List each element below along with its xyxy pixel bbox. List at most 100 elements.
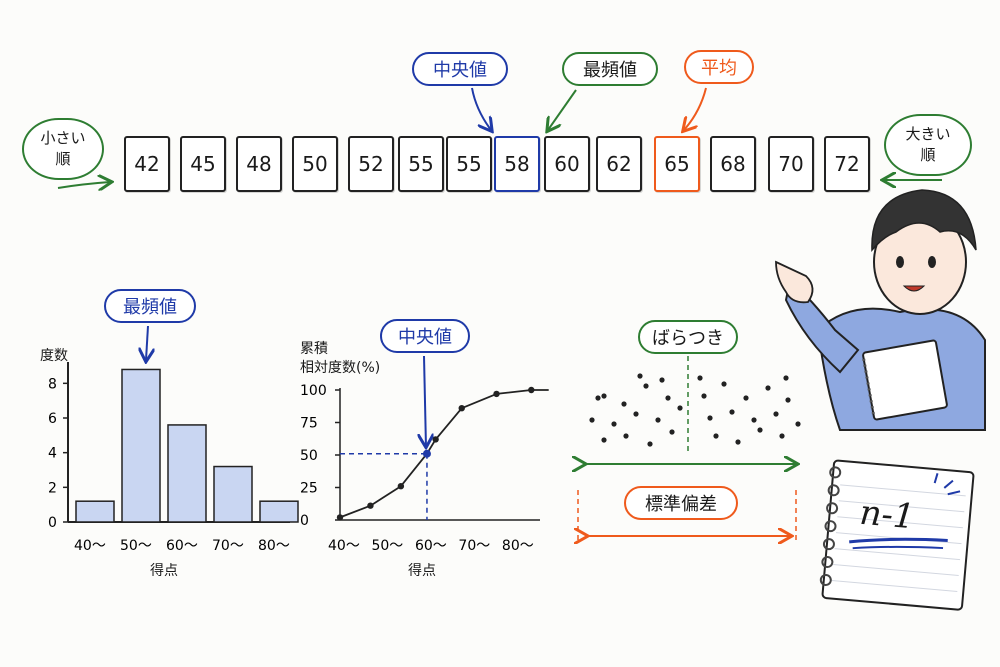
large-order-cloud: 大きい順 [884,114,972,176]
ogive-y-tick-label: 75 [300,416,318,432]
spread-dot [779,433,785,439]
spread-dot [729,409,735,415]
spread-dot [743,395,749,401]
ogive-median-tag: 中央値 [380,319,470,353]
histogram-bar [75,500,115,523]
number-card: 72 [824,136,870,192]
histogram-xlabel: 得点 [150,563,178,579]
spread-dot [701,393,707,399]
ogive-x-tick-label: 60～ [415,538,447,554]
spread-dot [707,415,713,421]
histogram-x-tick-label: 70～ [212,538,244,554]
boy-hair [871,189,977,252]
number-card: 58 [494,136,540,192]
spread-dot [621,401,627,407]
ogive-y-tick-label: 100 [300,383,327,399]
ogive-y-tick-label: 50 [300,448,318,464]
histogram-y-tick-label: 0 [48,515,57,531]
number-card: 55 [446,136,492,192]
number-card: 62 [596,136,642,192]
histogram-bar [259,500,299,523]
ogive-x-tick-label: 80～ [502,538,534,554]
ogive-point [528,386,535,394]
ogive-point [367,502,374,509]
spread-dot [677,405,683,411]
boy-notebook-spiral [862,358,876,417]
ogive-x-tick-label: 50～ [371,538,403,554]
boy-eye-right [928,256,936,268]
ogive-point [458,405,465,412]
number-card: 68 [710,136,756,192]
number-card: 60 [544,136,590,192]
spread-dot [751,417,757,423]
number-card: 52 [348,136,394,192]
ogive-y-tick-label: 25 [300,481,318,497]
histogram-ylabel: 度数 [40,348,68,364]
ogive-ylabel-line1: 累積 [300,341,328,357]
mean-arrow [684,87,707,130]
spread-dot [735,439,741,445]
spread-dot [757,427,763,433]
histogram-x-tick-label: 50～ [120,538,152,554]
histogram-bar [213,465,253,523]
ogive-xlabel: 得点 [408,563,436,579]
histogram-y-tick-label: 2 [48,480,57,496]
spread-dot [697,375,703,381]
ogive-ylabel-line2: 相対度数(%) [300,360,381,376]
spread-dot [633,411,639,417]
number-card: 55 [398,136,444,192]
ogive-point [493,390,500,398]
spread-dot [765,385,771,391]
spread-dot [659,377,665,383]
boy-mouth [902,285,926,292]
number-card: 48 [236,136,282,192]
ogive-point [336,514,344,521]
spread-dot [655,417,661,423]
spread-dot [785,397,791,403]
ogive-point [432,436,439,443]
spread-dot [721,381,727,387]
spread-dot [713,433,719,439]
mean-tag: 平均 [684,50,754,84]
formula-notebook: n-1 [816,456,978,615]
ogive-median-point [422,449,431,458]
histogram-x-tick-label: 80～ [258,538,290,554]
median-tag: 中央値 [412,52,508,86]
spread-dot [795,421,801,427]
spread-dot [647,441,653,447]
histogram-mode-arrow [146,325,148,360]
mode-arrow [548,89,577,130]
number-card: 45 [180,136,226,192]
histogram-x-tick-label: 60～ [166,538,198,554]
boy-hand [775,260,814,304]
spread-dot [669,429,675,435]
ogive-point [397,483,405,490]
number-card: 70 [768,136,814,192]
number-card: 65 [654,136,700,192]
spread-dot [589,417,595,423]
histogram-mode-tag: 最頻値 [104,289,196,323]
histogram-bar [121,368,161,523]
mode-tag: 最頻値 [562,52,658,86]
histogram-y-tick-label: 8 [48,376,57,392]
notebook-page-svg [819,459,975,611]
spread-dot [623,433,629,439]
ogive-x-tick-label: 70～ [458,538,490,554]
spread-dot [601,393,607,399]
small-order-cloud: 小さい順 [22,118,104,180]
ogive-x-tick-label: 40～ [328,538,360,554]
histogram-y-tick-label: 4 [48,446,57,462]
ogive-median-arrow [424,355,426,446]
std-dev-tag: 標準偏差 [624,486,738,520]
histogram-y-tick-label: 6 [48,411,57,427]
number-card: 42 [124,136,170,192]
number-card: 50 [292,136,338,192]
ogive-y-tick-label: 0 [300,513,309,529]
small-order-arrow [57,182,110,188]
spread-dot [601,437,607,443]
